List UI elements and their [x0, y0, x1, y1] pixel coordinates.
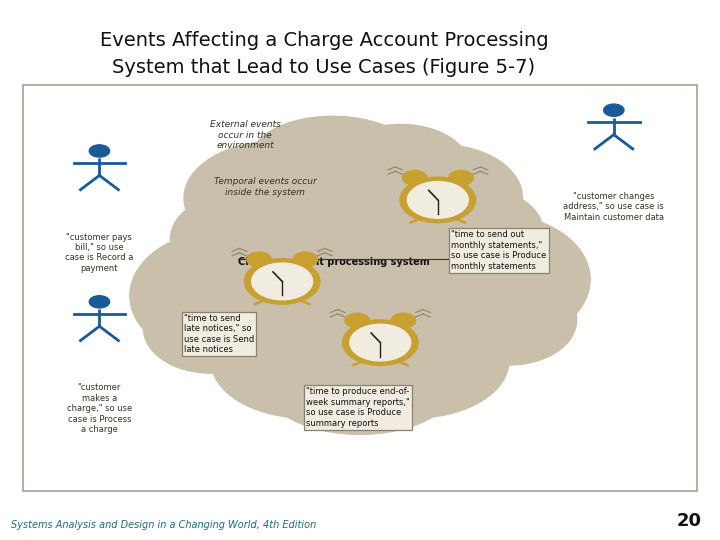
Circle shape	[402, 171, 427, 185]
Text: Charge account processing system: Charge account processing system	[238, 257, 430, 267]
Ellipse shape	[143, 284, 279, 373]
Text: Systems Analysis and Design in a Changing World, 4th Edition: Systems Analysis and Design in a Changin…	[11, 520, 316, 530]
Circle shape	[89, 296, 109, 308]
Ellipse shape	[171, 186, 387, 349]
Circle shape	[449, 171, 473, 185]
Text: 5: 5	[668, 19, 685, 43]
Circle shape	[350, 324, 411, 361]
Ellipse shape	[184, 141, 374, 255]
Circle shape	[603, 104, 624, 116]
Circle shape	[252, 263, 312, 300]
Circle shape	[345, 313, 369, 328]
Text: Events Affecting a Charge Account Processing: Events Affecting a Charge Account Proces…	[99, 31, 549, 50]
Ellipse shape	[333, 124, 468, 206]
Text: Temporal events occur
inside the system: Temporal events occur inside the system	[214, 178, 317, 197]
Text: External events
occur in the
environment: External events occur in the environment	[210, 120, 280, 150]
Text: "time to send out
monthly statements,"
so use case is Produce
monthly statements: "time to send out monthly statements," s…	[451, 231, 546, 271]
Ellipse shape	[171, 190, 333, 287]
Text: "time to produce end-of-
week summary reports,"
so use case is Produce
summary r: "time to produce end-of- week summary re…	[306, 387, 410, 428]
Ellipse shape	[265, 336, 455, 434]
Ellipse shape	[252, 116, 414, 198]
Text: "customer pays
bill," so use
case is Record a
payment: "customer pays bill," so use case is Rec…	[66, 233, 134, 273]
Text: "customer
makes a
charge," so use
case is Process
a charge: "customer makes a charge," so use case i…	[67, 383, 132, 434]
Ellipse shape	[360, 145, 523, 251]
Text: "customer changes
address," so use case is
Maintain customer data: "customer changes address," so use case …	[564, 192, 664, 221]
Circle shape	[400, 177, 476, 222]
Ellipse shape	[211, 304, 400, 418]
Ellipse shape	[238, 125, 482, 271]
Circle shape	[343, 320, 418, 366]
Circle shape	[247, 252, 271, 267]
Circle shape	[293, 252, 318, 267]
Ellipse shape	[130, 231, 320, 361]
Text: "time to send
late notices," so
use case is Send
late notices: "time to send late notices," so use case…	[184, 314, 254, 354]
Circle shape	[408, 181, 468, 218]
Ellipse shape	[441, 275, 577, 365]
Ellipse shape	[400, 214, 590, 345]
Circle shape	[244, 259, 320, 304]
Circle shape	[89, 145, 109, 157]
Ellipse shape	[184, 165, 536, 410]
Ellipse shape	[394, 186, 543, 275]
Text: 20: 20	[677, 512, 702, 530]
Ellipse shape	[320, 304, 509, 418]
Text: System that Lead to Use Cases (Figure 5-7): System that Lead to Use Cases (Figure 5-…	[112, 58, 536, 77]
Circle shape	[391, 313, 415, 328]
Ellipse shape	[333, 173, 549, 336]
